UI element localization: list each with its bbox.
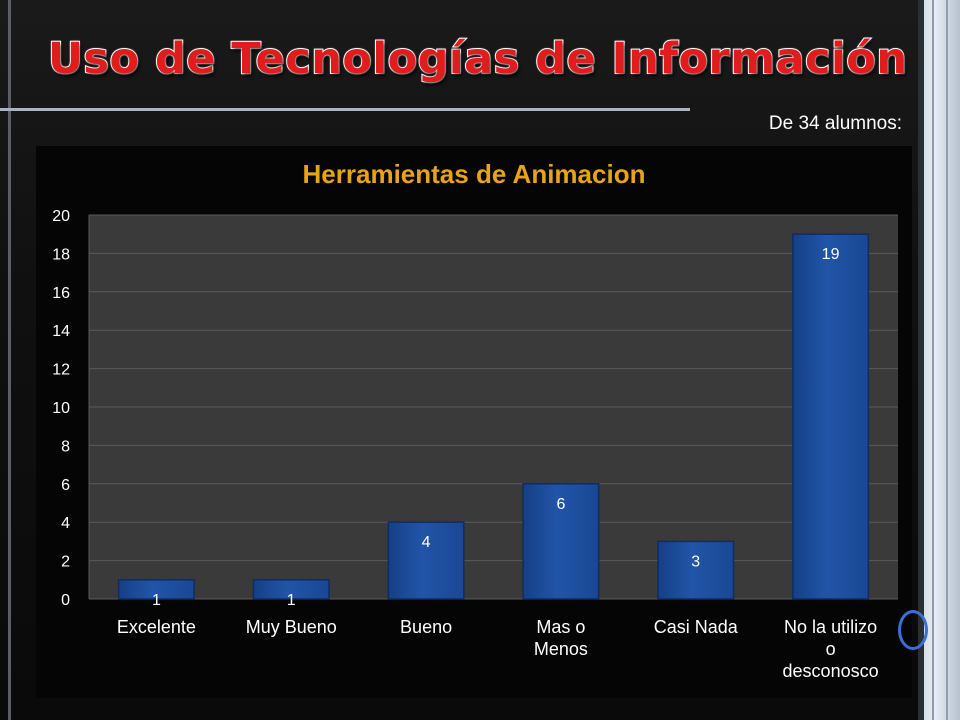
x-tick-label: Casi Nada — [654, 617, 739, 637]
grid-layer — [88, 214, 898, 600]
x-tick-labels: Excelente Muy Bueno Bueno Mas o Menos Casi Na… — [117, 617, 879, 681]
right-decorative-frame — [918, 0, 960, 720]
left-decorative-rule — [8, 0, 11, 720]
bar — [117, 579, 195, 600]
y-tick-label: 0 — [61, 592, 70, 609]
bar — [792, 233, 870, 600]
data-label: 1 — [152, 592, 161, 609]
y-tick-label: 14 — [52, 323, 70, 340]
x-tick-label: Mas o Menos — [534, 617, 588, 659]
bar — [657, 540, 735, 600]
x-tick-label: Bueno — [400, 617, 452, 637]
data-label: 4 — [422, 534, 431, 551]
data-label: 3 — [691, 553, 700, 570]
y-tick-label: 20 — [52, 208, 70, 225]
x-tick-label: Muy Bueno — [246, 617, 337, 637]
chart-title: Herramientas de Animacion — [302, 159, 646, 189]
y-tick-label: 10 — [52, 400, 70, 417]
decorative-circle — [898, 610, 928, 650]
y-tick-label: 16 — [52, 285, 70, 302]
slide-subtitle: De 34 alumnos: — [768, 113, 902, 134]
data-label: 6 — [556, 496, 565, 513]
bar — [522, 483, 600, 600]
x-tick-label: Excelente — [117, 617, 196, 637]
y-tick-label: 4 — [61, 515, 70, 532]
y-tick-label: 2 — [61, 554, 70, 571]
right-frame-shadow — [918, 0, 924, 720]
y-tick-label: 12 — [52, 362, 70, 379]
bar — [387, 521, 465, 600]
data-label: 19 — [822, 246, 840, 263]
y-tick-label: 6 — [61, 477, 70, 494]
bar — [252, 579, 330, 600]
chart-panel: Herramientas de Animacion 0 2 4 6 8 10 12 14 16 1… — [36, 146, 912, 698]
slide-title: Uso de Tecnologías de Información — [47, 33, 908, 85]
right-frame-line — [932, 0, 934, 720]
right-frame-line-2 — [946, 0, 948, 720]
y-tick-label: 18 — [52, 246, 70, 263]
y-tick-labels: 0 2 4 6 8 10 12 14 16 18 20 — [52, 208, 70, 609]
x-tick-label: No la utilizo o desconosco — [783, 617, 879, 681]
y-tick-label: 8 — [61, 438, 70, 455]
data-labels: 1 1 4 6 3 19 — [152, 246, 840, 609]
data-label: 1 — [287, 592, 296, 609]
title-underline — [0, 108, 690, 111]
bar-series — [117, 233, 870, 600]
